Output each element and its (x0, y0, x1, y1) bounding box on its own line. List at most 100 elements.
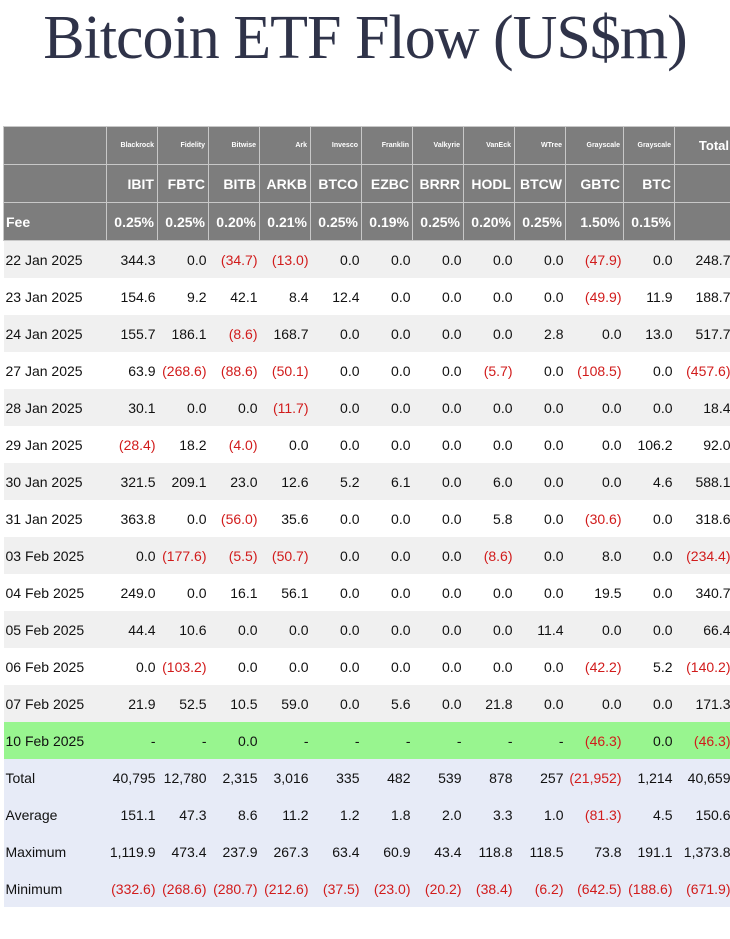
row-total-cell: (457.6) (674, 352, 730, 389)
flow-cell: 0.0 (310, 426, 362, 463)
row-total-cell: 18.4 (674, 389, 730, 426)
row-date: 04 Feb 2025 (3, 574, 107, 611)
flow-cell: 0.0 (361, 240, 413, 278)
flow-cell: (5.7) (463, 352, 515, 389)
row-date: 31 Jan 2025 (3, 500, 107, 537)
flow-cell: (5.5) (208, 537, 260, 574)
flow-cell: 0.0 (361, 426, 413, 463)
flow-cell: 5.2 (623, 648, 675, 685)
flow-cell: 47.3 (157, 796, 209, 833)
flow-cell: (11.7) (259, 389, 311, 426)
row-total-cell: 40,659 (674, 759, 730, 796)
flow-cell: 0.0 (623, 240, 675, 278)
table-row: Minimum (332.6) (268.6) (280.7) (212.6) (37.5… (3, 870, 730, 907)
flow-cell: 0.0 (514, 389, 566, 426)
row-total-cell: 588.1 (674, 463, 730, 500)
flow-cell: (103.2) (157, 648, 209, 685)
flow-cell: 6.1 (361, 463, 413, 500)
flow-cell: 151.1 (106, 796, 158, 833)
flow-cell: 118.5 (514, 833, 566, 870)
flow-cell: 0.0 (259, 426, 311, 463)
flow-cell: 11.2 (259, 796, 311, 833)
issuer-cell: Blackrock (106, 126, 158, 165)
flow-cell: (49.9) (565, 278, 624, 315)
flow-cell: 0.0 (157, 500, 209, 537)
flow-cell: 0.0 (412, 463, 464, 500)
flow-cell: 0.0 (310, 500, 362, 537)
flow-cell: 18.2 (157, 426, 209, 463)
flow-cell: 5.8 (463, 500, 515, 537)
flow-cell: - (412, 722, 464, 759)
fee-cell: 0.25% (412, 202, 464, 241)
flow-cell: 0.0 (361, 278, 413, 315)
flow-cell: 0.0 (361, 611, 413, 648)
issuer-cell: Fidelity (157, 126, 209, 165)
flow-cell: 154.6 (106, 278, 158, 315)
flow-cell: 42.1 (208, 278, 260, 315)
table-row: Average 151.1 47.3 8.6 11.2 1.2 1.8 2.0 3.3 1.0 (8… (3, 796, 730, 833)
row-total-cell: 517.7 (674, 315, 730, 352)
flow-cell: 0.0 (310, 537, 362, 574)
flow-cell: 0.0 (361, 574, 413, 611)
flow-cell: (42.2) (565, 648, 624, 685)
flow-cell: 44.4 (106, 611, 158, 648)
flow-cell: 249.0 (106, 574, 158, 611)
flow-cell: 118.8 (463, 833, 515, 870)
total-header: Total (674, 126, 730, 165)
flow-cell: 0.0 (623, 685, 675, 722)
flow-cell: 10.6 (157, 611, 209, 648)
flow-cell: 473.4 (157, 833, 209, 870)
flow-cell: 0.0 (412, 426, 464, 463)
flow-cell: 0.0 (412, 240, 464, 278)
fee-header-row: Fee 0.25% 0.25% 0.20% 0.21% 0.25% 0.19% … (3, 202, 730, 241)
flow-cell: 0.0 (463, 426, 515, 463)
flow-cell: (47.9) (565, 240, 624, 278)
flow-cell: 0.0 (361, 315, 413, 352)
ticker-header-row: IBIT FBTC BITB ARKB BTCO EZBC BRRR HODL … (3, 164, 730, 203)
flow-cell: (212.6) (259, 870, 311, 907)
flow-cell: (8.6) (463, 537, 515, 574)
flow-cell: 0.0 (565, 426, 624, 463)
table-row: Total 40,795 12,780 2,315 3,016 335 482 539 878 2… (3, 759, 730, 796)
row-date: 10 Feb 2025 (3, 722, 107, 759)
fee-cell: 0.25% (106, 202, 158, 241)
flow-cell: 191.1 (623, 833, 675, 870)
flow-cell: 0.0 (623, 389, 675, 426)
flow-cell: 0.0 (157, 389, 209, 426)
flow-cell: 321.5 (106, 463, 158, 500)
ticker-cell: GBTC (565, 164, 624, 203)
ticker-cell: ARKB (259, 164, 311, 203)
row-total-cell: (140.2) (674, 648, 730, 685)
flow-cell: (81.3) (565, 796, 624, 833)
flow-cell: (30.6) (565, 500, 624, 537)
flow-cell: 0.0 (310, 648, 362, 685)
fee-cell: 0.20% (208, 202, 260, 241)
fee-cell: 0.25% (514, 202, 566, 241)
flow-cell: (37.5) (310, 870, 362, 907)
row-total-cell: 340.7 (674, 574, 730, 611)
summary-label: Minimum (3, 870, 107, 907)
flow-cell: - (514, 722, 566, 759)
row-date: 06 Feb 2025 (3, 648, 107, 685)
row-date: 29 Jan 2025 (3, 426, 107, 463)
table-row: 28 Jan 2025 30.1 0.0 0.0 (11.7) 0.0 0.0 0.0 0.0 0… (3, 389, 730, 426)
flow-cell: 237.9 (208, 833, 260, 870)
flow-cell: 0.0 (463, 611, 515, 648)
flow-cell: 2.8 (514, 315, 566, 352)
table-row: 23 Jan 2025 154.6 9.2 42.1 8.4 12.4 0.0 0.0 0.0 0… (3, 278, 730, 315)
flow-cell: - (106, 722, 158, 759)
flow-cell: (642.5) (565, 870, 624, 907)
flow-cell: 59.0 (259, 685, 311, 722)
flow-cell: 52.5 (157, 685, 209, 722)
summary-label: Total (3, 759, 107, 796)
flow-cell: 0.0 (514, 278, 566, 315)
flow-cell: 5.2 (310, 463, 362, 500)
flow-cell: 363.8 (106, 500, 158, 537)
issuer-cell: Bitwise (208, 126, 260, 165)
table-row: 04 Feb 2025 249.0 0.0 16.1 56.1 0.0 0.0 0.0 0.0 0… (3, 574, 730, 611)
row-date: 30 Jan 2025 (3, 463, 107, 500)
flow-cell: 0.0 (565, 389, 624, 426)
flow-cell: 9.2 (157, 278, 209, 315)
row-total-cell: 188.7 (674, 278, 730, 315)
row-date: 22 Jan 2025 (3, 240, 107, 278)
